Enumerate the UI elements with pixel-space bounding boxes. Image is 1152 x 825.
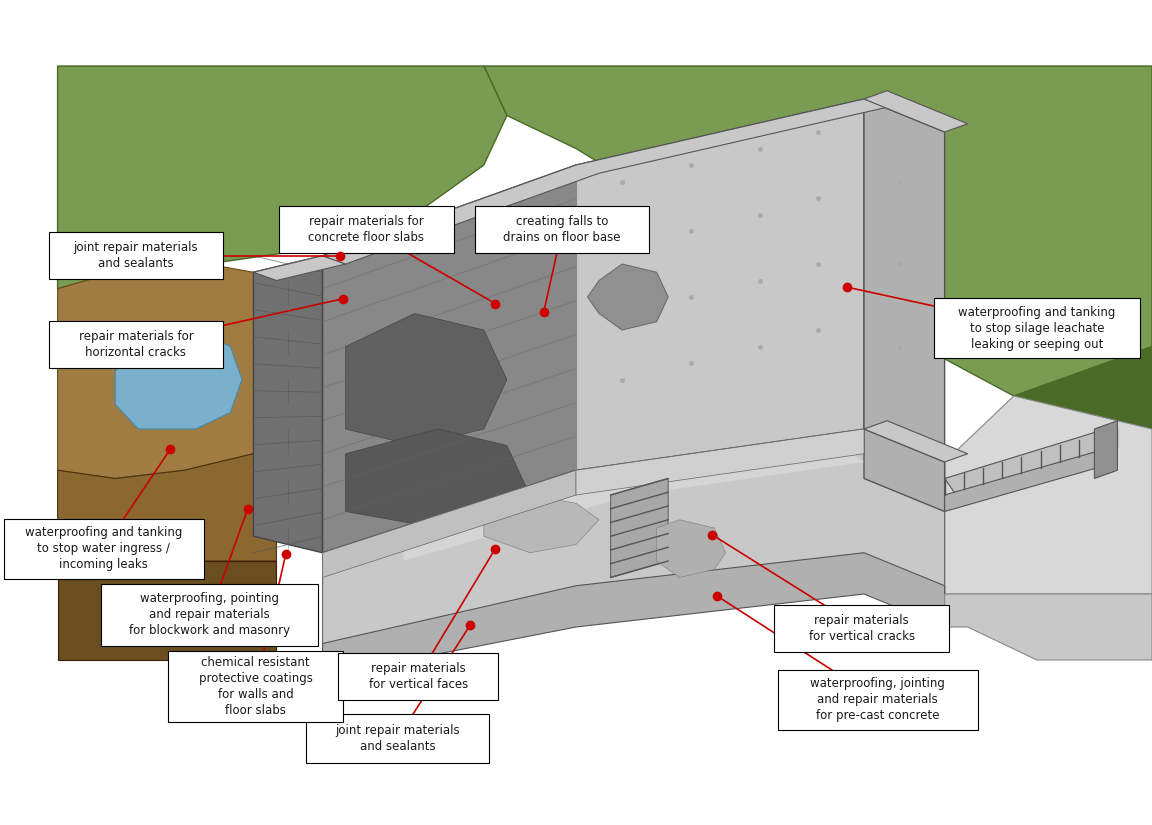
FancyBboxPatch shape <box>475 206 650 252</box>
Polygon shape <box>945 446 1117 512</box>
Polygon shape <box>864 429 945 512</box>
FancyBboxPatch shape <box>774 606 949 652</box>
Polygon shape <box>323 553 945 676</box>
Text: repair materials for
concrete floor slabs: repair materials for concrete floor slab… <box>309 214 424 244</box>
Polygon shape <box>253 256 323 553</box>
Text: joint repair materials
and sealants: joint repair materials and sealants <box>74 241 198 271</box>
Polygon shape <box>323 470 576 578</box>
Polygon shape <box>323 165 576 553</box>
Polygon shape <box>945 429 1117 495</box>
Polygon shape <box>346 314 507 446</box>
Polygon shape <box>253 256 346 280</box>
Text: waterproofing, pointing
and repair materials
for blockwork and masonry: waterproofing, pointing and repair mater… <box>129 592 290 637</box>
FancyBboxPatch shape <box>306 714 488 763</box>
Polygon shape <box>576 99 864 470</box>
Text: repair materials
for vertical faces: repair materials for vertical faces <box>369 662 468 691</box>
FancyBboxPatch shape <box>48 322 223 368</box>
FancyBboxPatch shape <box>48 233 223 279</box>
Polygon shape <box>484 495 599 553</box>
Text: waterproofing and tanking
to stop water ingress /
incoming leaks: waterproofing and tanking to stop water … <box>25 526 182 571</box>
FancyBboxPatch shape <box>339 653 498 700</box>
FancyBboxPatch shape <box>168 651 343 722</box>
Polygon shape <box>945 396 1152 594</box>
Polygon shape <box>58 561 276 660</box>
Polygon shape <box>864 99 945 462</box>
Text: repair materials for
horizontal cracks: repair materials for horizontal cracks <box>78 330 194 360</box>
Text: creating falls to
drains on floor base: creating falls to drains on floor base <box>503 214 621 244</box>
FancyBboxPatch shape <box>101 584 318 645</box>
FancyBboxPatch shape <box>279 206 454 252</box>
Polygon shape <box>346 429 530 528</box>
Text: chemical resistant
protective coatings
for walls and
floor slabs: chemical resistant protective coatings f… <box>199 656 312 717</box>
FancyBboxPatch shape <box>3 519 204 578</box>
Polygon shape <box>58 429 276 561</box>
Polygon shape <box>945 594 1152 660</box>
Polygon shape <box>58 66 507 289</box>
Polygon shape <box>323 99 887 264</box>
Polygon shape <box>1094 421 1117 478</box>
Polygon shape <box>611 478 668 578</box>
Text: waterproofing, jointing
and repair materials
for pre-cast concrete: waterproofing, jointing and repair mater… <box>810 677 946 722</box>
Polygon shape <box>864 91 968 132</box>
Polygon shape <box>323 429 945 660</box>
Text: joint repair materials
and sealants: joint repair materials and sealants <box>335 724 460 753</box>
Polygon shape <box>115 330 242 429</box>
Text: waterproofing and tanking
to stop silage leachate
leaking or seeping out: waterproofing and tanking to stop silage… <box>958 306 1115 351</box>
Polygon shape <box>576 429 864 495</box>
Text: repair materials
for vertical cracks: repair materials for vertical cracks <box>809 614 915 644</box>
Polygon shape <box>864 421 968 462</box>
FancyBboxPatch shape <box>934 299 1139 358</box>
FancyBboxPatch shape <box>778 670 978 729</box>
Polygon shape <box>484 66 1152 396</box>
Polygon shape <box>403 437 864 561</box>
Polygon shape <box>58 264 276 478</box>
Polygon shape <box>657 520 726 578</box>
Polygon shape <box>588 264 668 330</box>
Polygon shape <box>1014 346 1152 594</box>
